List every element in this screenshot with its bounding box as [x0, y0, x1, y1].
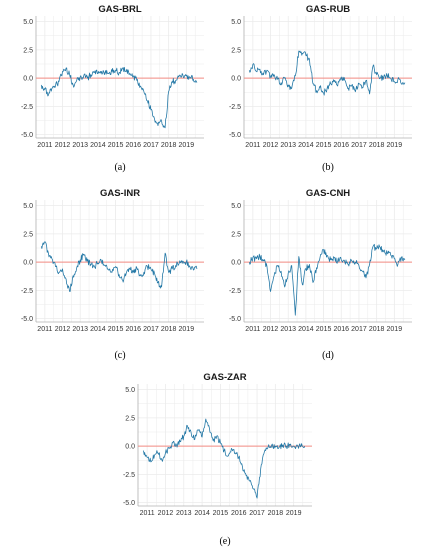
x-tick-label: 2015 — [316, 326, 332, 333]
x-tick-label: 2017 — [351, 326, 367, 333]
x-tick-label: 2019 — [179, 326, 195, 333]
x-tick-label: 2016 — [125, 142, 141, 149]
y-tick-label: 0.0 — [231, 260, 241, 267]
y-tick-label: 0.0 — [23, 260, 33, 267]
chart-title: GAS-RUB — [306, 4, 350, 15]
y-tick-label: 5.0 — [23, 19, 33, 26]
x-tick-label: 2016 — [231, 510, 247, 517]
chart-panel-gas-rub: GAS-RUB 5.0 2.5 0.0 -2.5 -5.0 2011 2012 2013 2014… — [229, 4, 412, 173]
x-tick-label: 2017 — [143, 142, 159, 149]
x-tick-label: 2012 — [55, 142, 71, 149]
y-tick-label: -5.0 — [123, 500, 135, 507]
x-tick-label: 2013 — [280, 142, 296, 149]
y-tick-label: -2.5 — [21, 288, 33, 295]
series-line — [40, 241, 198, 292]
chart-title: GAS-ZAR — [203, 372, 246, 383]
x-tick-label: 2011 — [140, 510, 155, 517]
x-tick-label: 2014 — [90, 142, 106, 149]
x-tick-label: 2016 — [333, 142, 349, 149]
x-tick-label: 2012 — [263, 326, 279, 333]
y-tick-label: 2.5 — [23, 47, 33, 54]
series-line — [248, 50, 406, 96]
panel-caption: (a) — [114, 162, 125, 173]
y-tick-label: -5.0 — [229, 132, 241, 139]
x-tick-label: 2013 — [72, 326, 88, 333]
x-tick-label: 2018 — [369, 142, 385, 149]
panel-caption: (d) — [322, 350, 334, 361]
series-line — [40, 67, 198, 129]
chart-panel-gas-brl: GAS-BRL 5.0 2.5 0.0 -2.5 -5.0 2011 2012 2013 2014… — [21, 4, 204, 173]
x-tick-label: 2016 — [125, 326, 141, 333]
y-tick-label: -5.0 — [21, 316, 33, 323]
x-tick-label: 2015 — [316, 142, 332, 149]
y-tick-label: -5.0 — [21, 132, 33, 139]
x-tick-label: 2011 — [37, 142, 52, 149]
x-tick-label: 2015 — [213, 510, 229, 517]
x-tick-label: 2014 — [298, 326, 314, 333]
x-tick-label: 2013 — [72, 142, 88, 149]
series-line — [143, 418, 306, 499]
y-tick-label: -2.5 — [229, 288, 241, 295]
y-tick-label: 0.0 — [23, 76, 33, 83]
x-tick-label: 2017 — [143, 326, 159, 333]
x-tick-label: 2019 — [387, 142, 403, 149]
x-tick-label: 2019 — [387, 326, 403, 333]
y-tick-label: 5.0 — [231, 203, 241, 210]
series-line — [248, 243, 406, 316]
x-tick-label: 2013 — [280, 326, 296, 333]
y-tick-label: 2.5 — [231, 231, 241, 238]
chart-title: GAS-CNH — [306, 188, 350, 199]
x-tick-label: 2018 — [161, 326, 177, 333]
y-tick-label: 2.5 — [231, 47, 241, 54]
chart-panel-gas-zar: GAS-ZAR 5.0 2.5 0.0 -2.5 -5.0 2011 2012 2013 2014… — [123, 372, 312, 547]
y-tick-label: -2.5 — [123, 472, 135, 479]
x-tick-label: 2012 — [55, 326, 71, 333]
x-tick-label: 2018 — [161, 142, 177, 149]
x-tick-label: 2013 — [176, 510, 192, 517]
y-tick-label: 0.0 — [231, 76, 241, 83]
x-tick-label: 2014 — [194, 510, 210, 517]
x-tick-label: 2017 — [351, 142, 367, 149]
x-tick-label: 2016 — [333, 326, 349, 333]
chart-title: GAS-BRL — [98, 4, 141, 15]
x-tick-label: 2018 — [369, 326, 385, 333]
x-tick-label: 2018 — [268, 510, 284, 517]
chart-title: GAS-INR — [100, 188, 140, 199]
y-tick-label: 5.0 — [23, 203, 33, 210]
y-tick-label: 0.0 — [125, 444, 135, 451]
x-tick-label: 2015 — [108, 326, 124, 333]
y-tick-label: -2.5 — [229, 104, 241, 111]
x-tick-label: 2017 — [249, 510, 265, 517]
y-tick-label: 5.0 — [231, 19, 241, 26]
x-tick-label: 2011 — [37, 326, 52, 333]
panel-caption: (e) — [219, 536, 230, 547]
panel-caption: (c) — [114, 350, 125, 361]
x-tick-label: 2012 — [263, 142, 279, 149]
y-tick-label: 2.5 — [125, 415, 135, 422]
y-tick-label: -5.0 — [229, 316, 241, 323]
x-tick-label: 2014 — [90, 326, 106, 333]
x-tick-label: 2011 — [245, 326, 260, 333]
x-tick-label: 2015 — [108, 142, 124, 149]
x-tick-label: 2019 — [179, 142, 195, 149]
x-tick-label: 2019 — [286, 510, 302, 517]
y-tick-label: 5.0 — [125, 387, 135, 394]
chart-panel-gas-cnh: GAS-CNH 5.0 2.5 0.0 -2.5 -5.0 2011 2012 2013 2014… — [229, 188, 412, 361]
x-tick-label: 2011 — [245, 142, 260, 149]
chart-panel-gas-inr: GAS-INR 5.0 2.5 0.0 -2.5 -5.0 2011 2012 2013 2014… — [21, 188, 204, 361]
x-tick-label: 2014 — [298, 142, 314, 149]
x-tick-label: 2012 — [158, 510, 174, 517]
y-tick-label: 2.5 — [23, 231, 33, 238]
y-tick-label: -2.5 — [21, 104, 33, 111]
panel-caption: (b) — [322, 162, 334, 173]
